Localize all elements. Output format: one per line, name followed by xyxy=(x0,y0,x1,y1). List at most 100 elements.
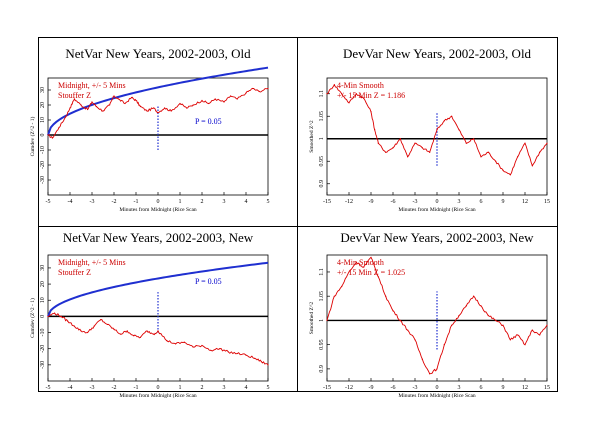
data-point xyxy=(117,98,119,100)
x-tick-label: -1 xyxy=(134,385,139,391)
data-point xyxy=(363,266,365,268)
data-point xyxy=(509,174,511,176)
data-point xyxy=(183,341,185,343)
x-tick-label: -5 xyxy=(46,385,51,391)
data-point xyxy=(179,102,181,105)
x-axis-label: Minutes from Midnight (Rice Scan xyxy=(398,392,476,399)
data-point xyxy=(126,330,128,332)
data-point xyxy=(47,134,49,136)
data-point xyxy=(166,340,168,342)
x-tick-label: 5 xyxy=(267,199,270,205)
data-point xyxy=(135,99,137,102)
x-tick-label: 3 xyxy=(223,199,226,205)
y-tick-label: -20 xyxy=(40,161,46,169)
data-point xyxy=(170,110,172,112)
y-tick-label: 1.05 xyxy=(319,111,325,122)
x-tick-label: 3 xyxy=(458,199,461,205)
data-point xyxy=(480,156,482,158)
data-point xyxy=(93,325,95,327)
y-tick-label: 1.1 xyxy=(319,90,325,98)
x-tick-label: -5 xyxy=(46,199,51,205)
data-point xyxy=(58,126,60,129)
y-tick-label: 30 xyxy=(40,87,46,93)
data-point xyxy=(509,339,511,341)
data-point xyxy=(73,98,75,100)
y-tick-label: -10 xyxy=(40,329,46,337)
chart-title: NetVar New Years, 2002-2003, Old xyxy=(65,46,251,61)
x-tick-label: 2 xyxy=(201,199,204,205)
data-point xyxy=(73,325,75,327)
data-point xyxy=(157,330,159,332)
data-point xyxy=(517,334,519,336)
x-tick-label: 15 xyxy=(544,385,550,391)
y-tick-label: -10 xyxy=(40,146,46,154)
data-point xyxy=(421,358,423,360)
series-line xyxy=(326,83,548,176)
data-point xyxy=(201,344,203,347)
y-tick-label: 0 xyxy=(40,315,46,318)
data-point xyxy=(341,285,343,288)
panel-netvar-new: NetVar New Years, 2002-2003, New -5 -4 -3 -2… xyxy=(29,230,270,399)
data-point xyxy=(502,169,504,171)
data-point xyxy=(106,323,108,326)
data-point xyxy=(51,137,54,139)
chart-title: DevVar New Years, 2002-2003, Old xyxy=(343,46,532,61)
y-tick-label: -30 xyxy=(40,361,46,369)
data-point xyxy=(465,305,467,307)
data-point xyxy=(487,314,489,317)
panel-devvar-old: DevVar New Years, 2002-2003, Old -15 -12 -9… xyxy=(309,46,550,213)
data-point xyxy=(175,343,177,345)
data-point xyxy=(245,354,247,356)
y-tick-label: 20 xyxy=(40,102,46,108)
data-point xyxy=(487,151,489,153)
y-tick-label: 10 xyxy=(40,117,46,123)
data-point xyxy=(436,129,438,131)
data-point xyxy=(227,351,229,353)
data-point xyxy=(230,95,232,97)
x-tick-label: 0 xyxy=(157,385,160,391)
data-point xyxy=(392,310,394,312)
y-tick-label: 1 xyxy=(319,319,325,322)
data-point xyxy=(465,142,467,144)
data-point xyxy=(421,147,423,149)
x-tick-label: -2 xyxy=(112,199,117,205)
y-tick-label: 1.1 xyxy=(319,268,325,276)
data-point xyxy=(102,110,104,112)
data-point xyxy=(87,331,89,334)
data-point xyxy=(531,165,533,167)
data-point xyxy=(260,361,262,363)
significance-envelope-curve xyxy=(47,261,269,317)
data-point xyxy=(186,107,188,109)
data-point xyxy=(146,330,148,332)
x-tick-label: -6 xyxy=(391,385,396,391)
data-point xyxy=(407,156,409,158)
data-point xyxy=(385,151,387,153)
data-point xyxy=(326,319,328,322)
data-point xyxy=(139,336,141,338)
x-tick-label: -15 xyxy=(323,199,331,205)
data-point xyxy=(47,315,49,317)
data-point xyxy=(80,330,82,332)
x-tick-label: -9 xyxy=(369,385,374,391)
x-tick-label: -3 xyxy=(90,385,95,391)
annotation-text: 4-Min Smooth xyxy=(337,81,384,90)
x-tick-label: -12 xyxy=(345,199,353,205)
y-axis-label: Cumdev (Z^2 - 1) xyxy=(29,298,36,338)
data-point xyxy=(109,104,111,106)
x-tick-label: -15 xyxy=(323,385,331,391)
p-value-label: P = 0.05 xyxy=(195,277,222,286)
data-point xyxy=(355,93,357,95)
x-tick-label: -1 xyxy=(134,199,139,205)
data-point xyxy=(495,319,497,322)
x-tick-label: -12 xyxy=(345,385,353,391)
data-point xyxy=(458,129,460,131)
data-point xyxy=(524,142,526,144)
data-point xyxy=(146,110,148,112)
data-point xyxy=(443,344,445,346)
x-tick-label: 1 xyxy=(179,199,182,205)
y-axis-label: Cumdev (Z^2 - 1) xyxy=(29,116,36,156)
y-tick-label: -30 xyxy=(40,176,46,184)
x-tick-label: 0 xyxy=(436,199,439,205)
data-point xyxy=(157,111,159,114)
